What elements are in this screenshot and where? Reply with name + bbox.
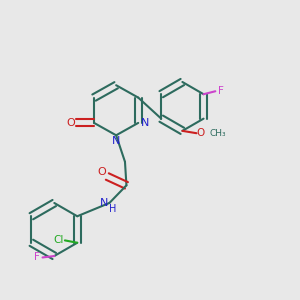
Text: N: N bbox=[112, 136, 120, 146]
Text: F: F bbox=[218, 86, 224, 96]
Text: H: H bbox=[109, 205, 116, 214]
Text: F: F bbox=[34, 253, 40, 262]
Text: O: O bbox=[98, 167, 106, 177]
Text: N: N bbox=[100, 198, 108, 208]
Text: CH₃: CH₃ bbox=[210, 129, 226, 138]
Text: O: O bbox=[66, 118, 75, 128]
Text: O: O bbox=[196, 128, 205, 138]
Text: N: N bbox=[140, 118, 149, 128]
Text: Cl: Cl bbox=[54, 236, 64, 245]
